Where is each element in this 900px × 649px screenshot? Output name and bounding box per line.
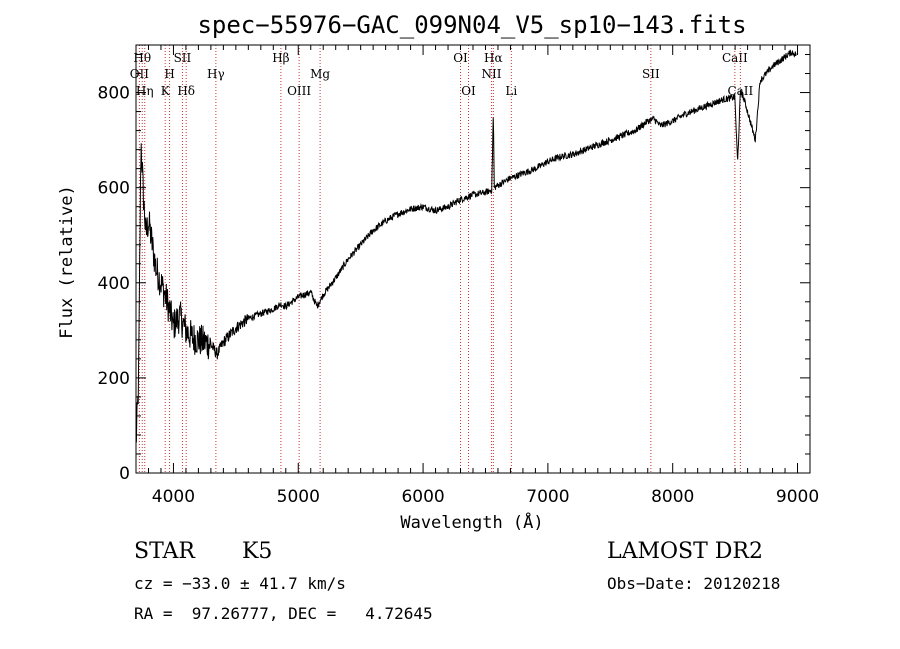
y-tick-label: 400 — [98, 274, 130, 294]
spectral-line-label-9: OIII — [287, 84, 311, 98]
spectral-line-label-3: K — [161, 84, 171, 98]
spectral-line-label-8: Hβ — [272, 51, 289, 65]
y-tick-label: 600 — [98, 179, 130, 199]
spectral-line-label-15: Li — [505, 84, 517, 98]
chart-title: spec−55976−GAC_099N04_V5_sp10−143.fits — [197, 11, 746, 39]
spectral-line-label-11: OI — [453, 51, 468, 65]
x-tick-label: 9000 — [776, 487, 819, 507]
spectral-line-label-6: Hδ — [177, 84, 195, 98]
plot-frame — [135, 44, 811, 474]
spectrum-series — [135, 49, 797, 443]
y-axis-label: Flux (relative) — [57, 185, 77, 339]
ra-dec-coordinates: RA = 97.26777, DEC = 4.72645 — [134, 604, 433, 623]
x-tick-label: 8000 — [651, 487, 694, 507]
y-tick-label: 200 — [98, 369, 130, 389]
spectral-line-label-10: Mg — [310, 67, 330, 81]
y-axis: 0 200 400 600 800 — [98, 54, 810, 484]
object-subclass: K5 — [242, 539, 273, 564]
x-axis: 4000 5000 6000 7000 8000 9000 — [147, 45, 819, 507]
object-class: STAR — [134, 539, 195, 564]
x-axis-label: Wavelength (Å) — [400, 511, 543, 533]
spectral-line-label-12: OI — [461, 84, 476, 98]
x-tick-label: 7000 — [526, 487, 569, 507]
spectral-line-label-16: SII — [642, 67, 660, 81]
x-tick-label: 4000 — [152, 487, 195, 507]
spectral-line-label-7: Hγ — [207, 67, 225, 81]
spectral-line-label-4: H — [164, 67, 174, 81]
spectral-line-label-14: Hα — [484, 51, 503, 65]
spectral-line-label-2: Hη — [136, 84, 154, 98]
x-tick-label: 6000 — [401, 487, 444, 507]
x-tick-label: 5000 — [277, 487, 320, 507]
redshift-cz: cz = −33.0 ± 41.7 km/s — [134, 574, 346, 593]
survey-name: LAMOST DR2 — [607, 539, 763, 564]
y-tick-label: 0 — [119, 464, 130, 484]
observation-date: Obs−Date: 20120218 — [607, 574, 781, 593]
spectral-line-label-13: NII — [481, 67, 501, 81]
y-tick-label: 800 — [98, 84, 130, 104]
spectral-line-label-5: SII — [174, 51, 192, 65]
spectral-line-label-17: CaII — [722, 51, 748, 65]
